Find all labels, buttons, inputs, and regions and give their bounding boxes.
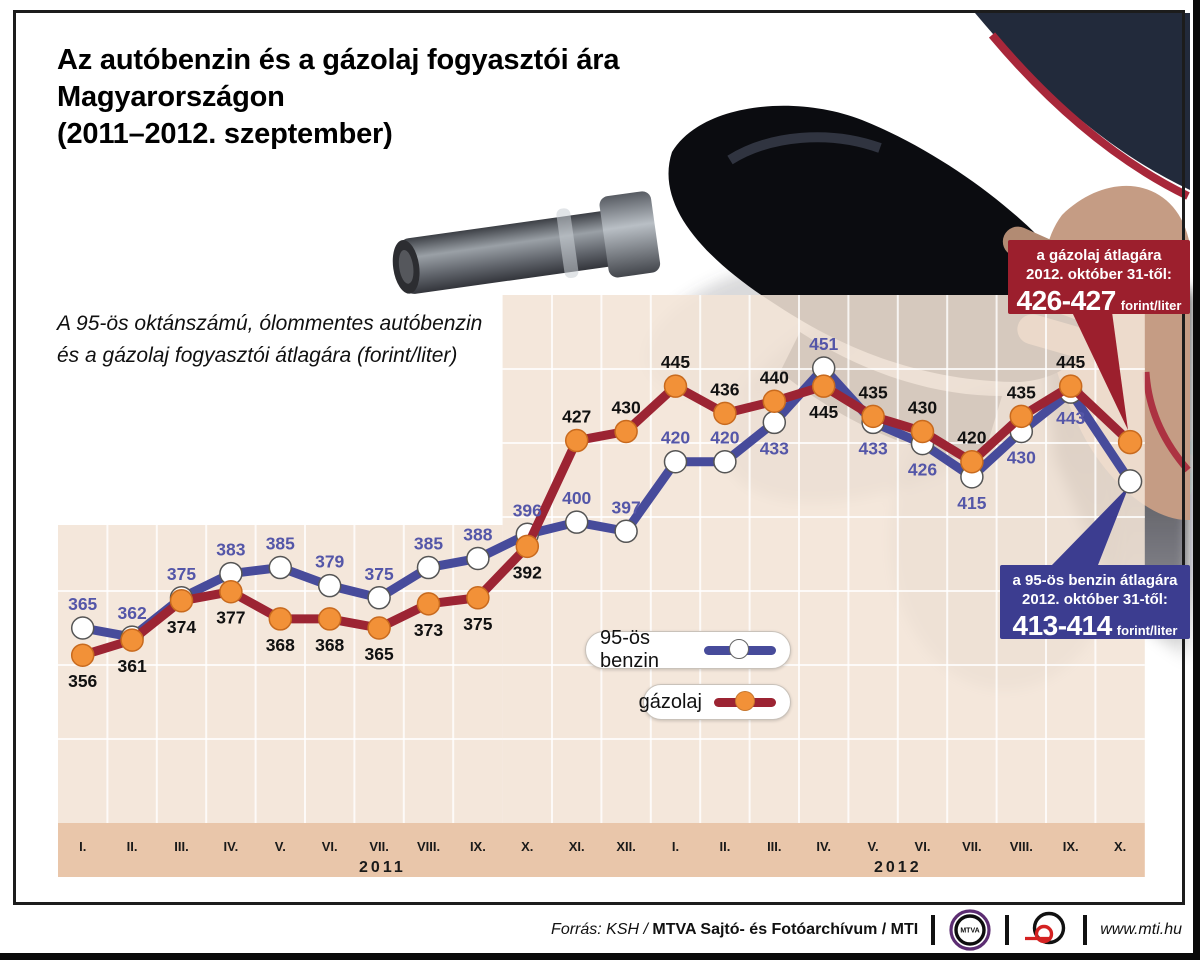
legend-label-gazolaj: gázolaj	[638, 690, 702, 713]
scan-edge-right	[1193, 0, 1200, 960]
footer: Forrás: KSH / MTVA Sajtó- és Fotóarchívu…	[16, 908, 1186, 952]
source-credit: Forrás: KSH / MTVA Sajtó- és Fotóarchívu…	[551, 921, 918, 939]
source-main: MTVA Sajtó- és Fotóarchívum / MTI	[652, 921, 919, 938]
website-url: www.mti.hu	[1100, 921, 1182, 938]
legend-sample-benzin-icon	[704, 638, 776, 662]
source-prefix: Forrás: KSH /	[551, 921, 653, 938]
diesel-callout-unit: forint/liter	[1120, 297, 1182, 313]
benzin-callout-value: 413-414	[1012, 609, 1113, 641]
mti-logo-icon	[1025, 911, 1066, 945]
title-line-2: Magyarországon	[57, 81, 285, 114]
subtitle-line-2: és a gázolaj fogyasztói átlagára (forint…	[57, 343, 458, 367]
page-title: Az autóbenzin és a gázolaj fogyasztói ár…	[57, 42, 697, 153]
footer-divider-2	[1005, 915, 1010, 945]
footer-divider-3	[1083, 915, 1088, 945]
legend-label-benzin: 95-ös benzin	[600, 627, 659, 672]
title-line-3: (2011–2012. szeptember)	[57, 118, 393, 151]
benzin-callout-line2: 2012. október 31-től:	[1022, 590, 1168, 608]
subtitle-line-1: A 95-ös oktánszámú, ólommentes autóbenzi…	[57, 312, 483, 335]
diesel-callout-line2: 2012. október 31-től:	[1026, 265, 1172, 283]
legend-sample-gazolaj-icon	[714, 690, 776, 714]
diesel-price-callout: a gázolaj átlagára 2012. október 31-től:…	[1008, 240, 1190, 316]
diesel-callout-line1: a gázolaj átlagára	[1036, 247, 1162, 264]
legend-item-gazolaj: gázolaj	[639, 684, 791, 720]
title-line-1: Az autóbenzin és a gázolaj fogyasztói ár…	[57, 44, 620, 76]
benzin-callout-line1: a 95-ös benzin átlagára	[1012, 572, 1178, 589]
benzin-price-callout: a 95-ös benzin átlagára 2012. október 31…	[1000, 565, 1190, 641]
footer-divider-1	[931, 915, 936, 945]
diesel-callout-value: 426-427	[1016, 284, 1117, 316]
chart-subtitle: A 95-ös oktánszámú, ólommentes autóbenzi…	[57, 308, 557, 371]
benzin-callout-unit: forint/liter	[1116, 622, 1178, 638]
svg-text:MTVA: MTVA	[961, 928, 980, 935]
mtva-logo-icon: MTVA	[949, 909, 991, 951]
scan-edge-bottom	[0, 953, 1200, 960]
legend-item-benzin: 95-ös benzin	[585, 627, 791, 672]
content-frame-border	[13, 10, 1185, 905]
